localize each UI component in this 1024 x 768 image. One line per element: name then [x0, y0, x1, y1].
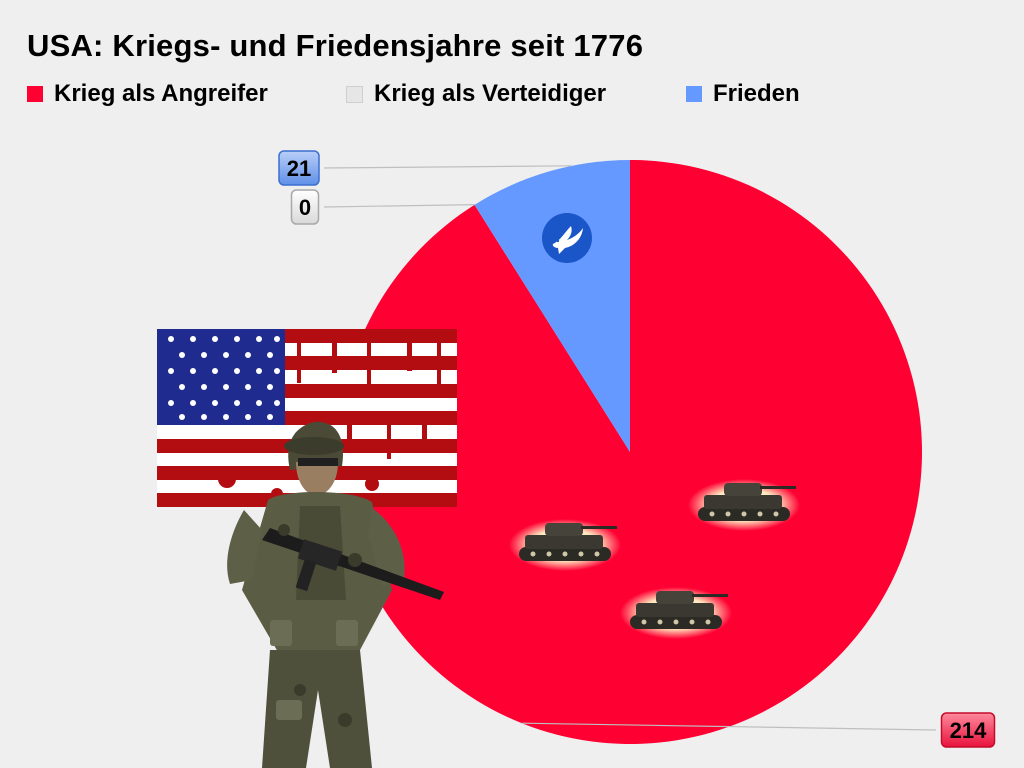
label-leader-lines	[323, 165, 937, 731]
data-label-angreifer: 214	[950, 718, 987, 743]
legend-label-verteidiger: Krieg als Verteidiger	[374, 80, 607, 107]
legend-item-verteidiger: Krieg als Verteidiger	[346, 80, 606, 108]
data-label-frieden: 21	[287, 156, 311, 181]
tank-icon	[509, 519, 621, 571]
legend-swatch-frieden	[686, 86, 702, 102]
leader-line-verteidiger	[323, 204, 475, 208]
soldier-figure	[227, 421, 444, 768]
tank-icon	[688, 479, 800, 531]
legend-item-angreifer: Krieg als Angreifer	[27, 80, 268, 108]
chart-legend: Krieg als Angreifer Krieg als Verteidige…	[0, 80, 1024, 110]
legend-item-frieden: Frieden	[686, 80, 800, 108]
data-labels: 214 0 21	[278, 150, 996, 748]
data-label-box-verteidiger	[290, 189, 320, 225]
legend-swatch-verteidiger	[346, 85, 363, 103]
legend-label-angreifer: Krieg als Angreifer	[54, 80, 268, 107]
data-label-box-angreifer	[940, 712, 996, 748]
leader-line-frieden	[323, 165, 572, 169]
legend-label-frieden: Frieden	[713, 80, 800, 107]
leader-line-angreifer	[521, 722, 937, 731]
legend-swatch-angreifer	[27, 86, 43, 102]
data-label-verteidiger: 0	[299, 195, 311, 220]
chart-title: USA: Kriegs- und Friedensjahre seit 1776	[27, 28, 644, 63]
tank-icon	[620, 587, 732, 639]
data-label-box-frieden	[278, 150, 320, 186]
dove-icon	[542, 213, 592, 263]
